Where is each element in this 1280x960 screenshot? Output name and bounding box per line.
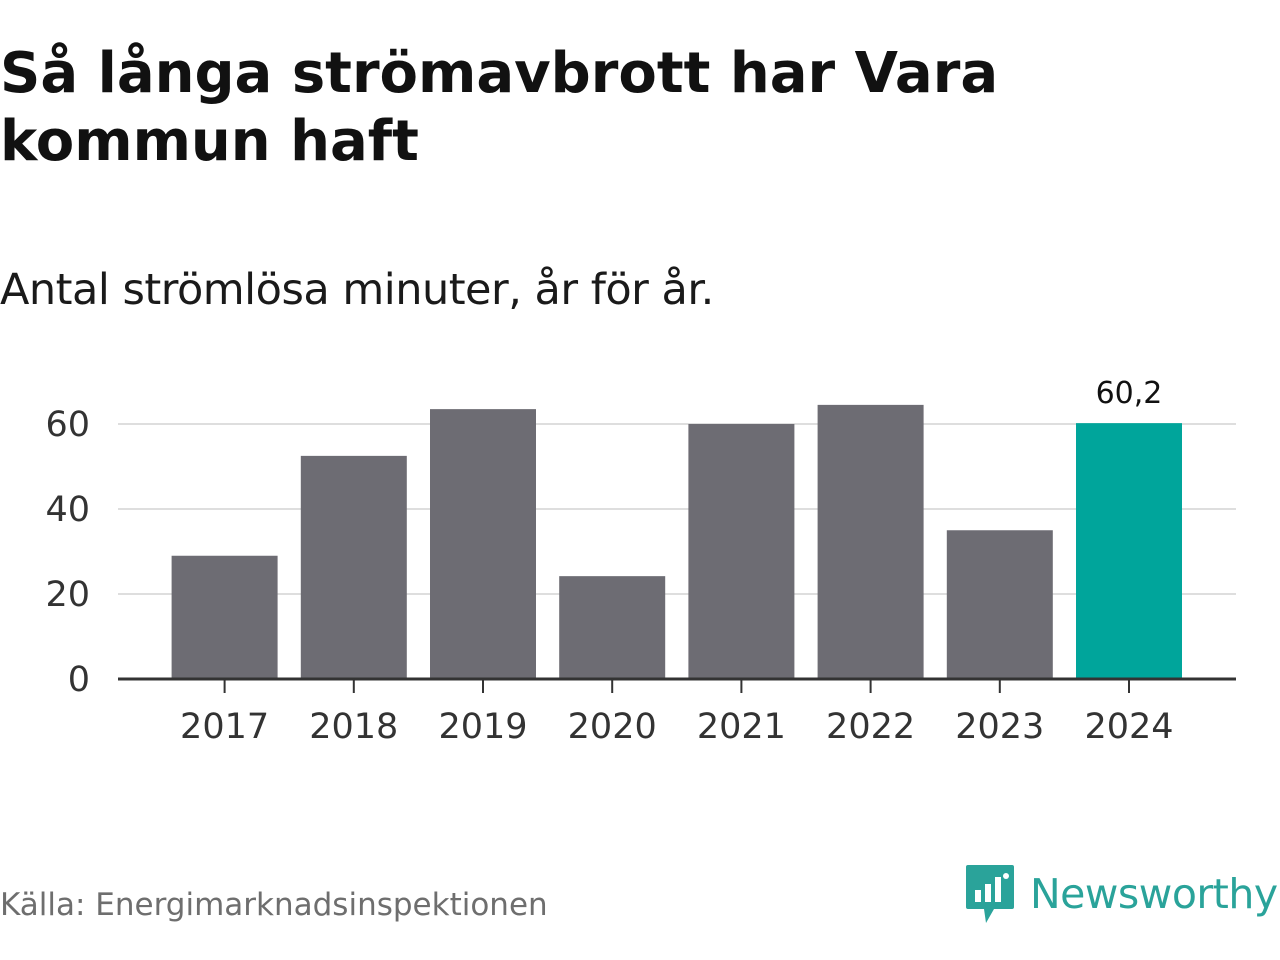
data-label-2024: 60,2 xyxy=(1096,376,1163,411)
icon-bar xyxy=(995,877,1001,902)
brand-name: Newsworthy xyxy=(1030,870,1278,918)
x-axis: 2017 2018 2019 2020 2021 2022 2023 2024 xyxy=(118,677,1236,747)
grid-lines xyxy=(118,423,1236,595)
bar-2019 xyxy=(430,409,536,679)
bar-2018 xyxy=(300,455,407,679)
chart-title: Så långa strömavbrott har Vara kommun ha… xyxy=(0,41,999,174)
x-tick-label: 2022 xyxy=(826,707,915,747)
chart-subtitle: Antal strömlösa minuter, år för år. xyxy=(0,265,714,315)
source-note: Källa: Energimarknadsinspektionen xyxy=(0,887,548,923)
y-tick-label: 60 xyxy=(45,405,90,445)
bar-2017 xyxy=(171,555,278,679)
x-tick-label: 2023 xyxy=(955,707,1044,747)
brand-logo: Newsworthy xyxy=(964,862,1278,926)
bars xyxy=(171,404,1182,679)
bar-2023 xyxy=(946,530,1053,679)
x-tick-label: 2024 xyxy=(1084,707,1173,747)
bar-2024 xyxy=(1076,423,1182,679)
bar-2022 xyxy=(817,404,924,679)
y-tick-label: 0 xyxy=(68,660,90,700)
x-tick-label: 2017 xyxy=(180,707,269,747)
icon-bar xyxy=(985,884,991,902)
bar-2020 xyxy=(559,576,666,679)
icon-dot xyxy=(1003,873,1009,879)
x-tick-label: 2021 xyxy=(697,707,786,747)
bar-2021 xyxy=(688,424,795,679)
icon-bar xyxy=(975,890,981,902)
x-tick-label: 2018 xyxy=(309,707,398,747)
y-tick-label: 40 xyxy=(45,490,90,530)
y-tick-label: 20 xyxy=(45,575,90,615)
bar-chart-speech-bubble-icon xyxy=(966,865,1014,923)
x-tick-label: 2019 xyxy=(438,707,527,747)
data-labels: 60,2 xyxy=(1096,376,1163,411)
x-tick-label: 2020 xyxy=(568,707,657,747)
y-tick-labels: 0 20 40 60 xyxy=(45,405,90,700)
